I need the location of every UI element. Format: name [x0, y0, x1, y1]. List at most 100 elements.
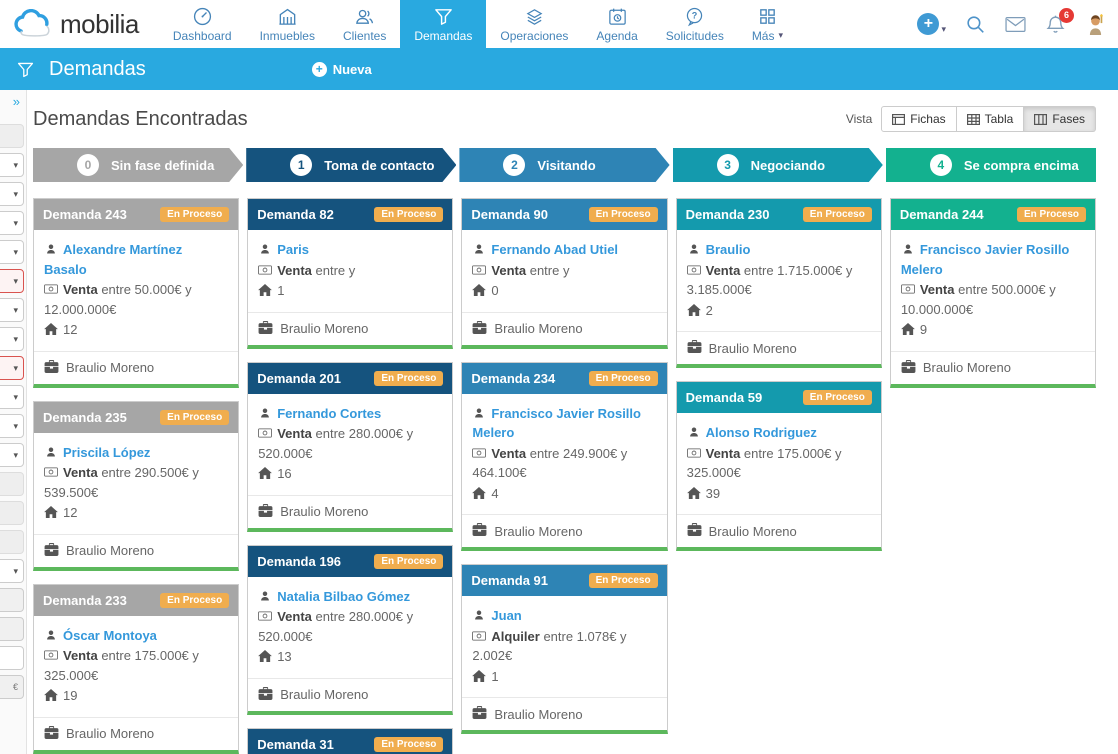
operation-type: Venta: [705, 445, 741, 461]
view-switcher: Vista Fichas Tabla: [846, 106, 1096, 132]
filter-control-select-error[interactable]: [0, 269, 24, 293]
properties-row: 39: [686, 484, 871, 504]
operation-type: Venta: [705, 262, 741, 278]
filter-control-select-error[interactable]: [0, 356, 24, 380]
filter-control-text[interactable]: [0, 530, 24, 554]
client-name-link[interactable]: Francisco Javier Rosillo Melero: [472, 405, 641, 441]
demand-card[interactable]: Demanda 243 En Proceso Alexandre Martínez …: [33, 198, 240, 388]
banknote-icon: [44, 280, 59, 300]
demand-card[interactable]: Demanda 235 En Proceso Priscila López Venta…: [33, 400, 240, 571]
nav-item-inmuebles[interactable]: Inmuebles: [246, 0, 329, 48]
brand-name: mobilia: [60, 8, 139, 39]
demand-card[interactable]: Demanda 196 En Proceso Natalia Bilbao Góme…: [247, 544, 454, 715]
properties-row: 12: [44, 503, 228, 523]
client-name-link[interactable]: Alexandre Martínez Basalo: [44, 242, 183, 277]
nav-item-operaciones[interactable]: Operaciones: [486, 0, 582, 48]
nav-item-demandas[interactable]: Demandas: [400, 0, 487, 48]
new-demand-button[interactable]: + Nueva: [311, 61, 372, 77]
filter-control-select[interactable]: [0, 182, 24, 206]
demand-card[interactable]: Demanda 82 En Proceso Paris Venta entre y 1 B…: [247, 198, 454, 349]
client-row: Juan: [472, 606, 656, 626]
nav-item-ms[interactable]: Más ▾: [738, 0, 797, 48]
agent-row: Braulio Moreno: [677, 332, 881, 364]
phase-number: 0: [77, 154, 99, 176]
filter-control-button[interactable]: [0, 617, 26, 646]
phase-label: Se compra encima: [963, 157, 1079, 173]
filter-control-select[interactable]: [0, 327, 24, 351]
operation-type: Venta: [63, 465, 98, 480]
demand-card[interactable]: Demanda 90 En Proceso Fernando Abad Utiel V…: [461, 198, 668, 349]
client-name-link[interactable]: Juan: [491, 608, 522, 623]
client-name-link[interactable]: Francisco Javier Rosillo Melero: [900, 242, 1070, 277]
view-button-fases[interactable]: Fases: [1024, 106, 1096, 132]
view-button-fichas[interactable]: Fichas: [881, 106, 957, 132]
house-icon: [44, 503, 59, 523]
price-range: entre y: [315, 262, 356, 278]
client-name-link[interactable]: Paris: [277, 242, 310, 257]
properties-count: 13: [277, 649, 292, 664]
nav-item-dashboard[interactable]: Dashboard: [159, 0, 246, 48]
properties-count: 19: [63, 688, 78, 703]
filter-control-button[interactable]: €: [0, 675, 24, 699]
demand-card[interactable]: Demanda 230 En Proceso Braulio Venta entre …: [675, 198, 882, 368]
demand-card[interactable]: Demanda 59 En Proceso Alonso Rodriguez Vent…: [675, 381, 882, 551]
demand-card[interactable]: Demanda 234 En Proceso Francisco Javier Ro…: [461, 361, 668, 551]
filter-control-select[interactable]: [0, 211, 24, 235]
house-icon: [472, 281, 487, 301]
banknote-icon: [472, 261, 487, 281]
filter-control-text[interactable]: [0, 124, 24, 148]
briefcase-icon: [258, 503, 273, 520]
quick-add-button[interactable]: + ▾: [917, 13, 946, 35]
client-name-link[interactable]: Natalia Bilbao Gómez: [277, 588, 411, 604]
client-name-link[interactable]: Priscila López: [63, 444, 151, 460]
filter-control-select[interactable]: [0, 559, 24, 583]
client-row: Óscar Montoya: [44, 626, 228, 646]
house-icon: [44, 320, 59, 340]
demand-card[interactable]: Demanda 91 En Proceso Juan Alquiler entre 1…: [461, 564, 668, 734]
demand-title: Demanda 196: [257, 553, 342, 569]
filter-control-select[interactable]: [0, 298, 24, 322]
demand-title: Demanda 244: [899, 207, 984, 222]
demand-card-body: Braulio Venta entre 1.715.000€ y 3.185.00…: [676, 230, 881, 332]
demand-card-header: Demanda 235 En Proceso: [34, 401, 239, 433]
demand-card[interactable]: Demanda 244 En Proceso Francisco Javier Ro…: [889, 198, 1097, 388]
properties-count: 4: [491, 485, 499, 501]
nav-item-agenda[interactable]: Agenda: [582, 0, 651, 48]
filter-control-select[interactable]: [0, 153, 24, 177]
search-button[interactable]: [965, 14, 986, 35]
properties-row: 0: [472, 281, 656, 301]
brand-logo[interactable]: mobilia: [0, 0, 159, 48]
operation-row: Venta entre 290.500€ y 539.500€: [44, 463, 228, 502]
user-icon: [44, 443, 59, 463]
demand-card[interactable]: Demanda 201 En Proceso Fernando Cortes Vent…: [247, 361, 454, 532]
filter-control-input[interactable]: [0, 646, 24, 670]
expand-sidebar-button[interactable]: »: [12, 94, 20, 109]
filter-control-select[interactable]: [0, 414, 24, 438]
client-name-link[interactable]: Alonso Rodriguez: [705, 425, 817, 440]
filter-control-select[interactable]: [0, 385, 24, 409]
user-avatar[interactable]: [1085, 13, 1106, 35]
price-range: entre 290.500€ y 539.500€: [44, 465, 199, 500]
view-button-tabla[interactable]: Tabla: [956, 106, 1025, 132]
gauge-icon: [192, 6, 213, 27]
client-name-link[interactable]: Óscar Montoya: [63, 627, 157, 643]
filter-control-select[interactable]: [0, 443, 24, 467]
client-name-link[interactable]: Fernando Abad Utiel: [491, 242, 619, 257]
demand-card[interactable]: Demanda 31 En Proceso: [247, 727, 454, 754]
filter-control-text[interactable]: [0, 472, 24, 496]
client-name-link[interactable]: Braulio: [705, 242, 751, 257]
filter-control-select[interactable]: [0, 240, 24, 264]
filter-control-text[interactable]: [0, 501, 24, 525]
nav-item-solicitudes[interactable]: ? Solicitudes: [652, 0, 738, 48]
table-view-icon: [966, 113, 980, 125]
filter-control-button[interactable]: [0, 588, 26, 617]
notifications-button[interactable]: 6: [1045, 7, 1074, 35]
nav-item-label: Solicitudes: [665, 28, 724, 43]
agent-row: Braulio Moreno: [891, 352, 1095, 384]
nav-item-clientes[interactable]: Clientes: [329, 0, 400, 48]
status-badge: En Proceso: [160, 409, 230, 425]
demand-card[interactable]: Demanda 233 En Proceso Óscar Montoya Venta …: [33, 583, 240, 754]
messages-button[interactable]: [1005, 14, 1026, 35]
client-name-link[interactable]: Fernando Cortes: [277, 405, 382, 421]
nav-item-label: Agenda: [596, 28, 638, 43]
